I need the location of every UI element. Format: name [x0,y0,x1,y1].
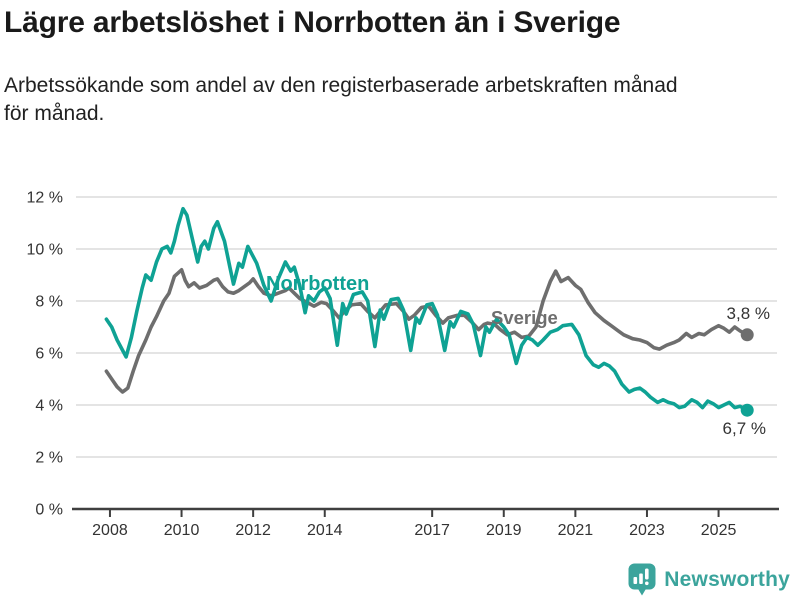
subtitle-line-2: för månad. [4,101,105,125]
page-subtitle: Arbetssökande som andel av den registerb… [4,72,794,128]
x-tick-label: 2021 [558,522,594,539]
page-title: Lägre arbetslöshet i Norrbotten än i Sve… [4,6,621,39]
x-tick-label: 2019 [486,522,522,539]
y-tick-label: 6 % [35,346,63,363]
x-tick-label: 2023 [629,522,665,539]
x-tick-label: 2014 [307,522,343,539]
x-tick-label: 2017 [414,522,450,539]
norrbotten-end-value-label: 3,8 % [727,304,770,323]
y-tick-label: 2 % [35,450,63,467]
x-tick-label: 2025 [701,522,737,539]
newsworthy-logo[interactable]: Newsworthy [628,563,790,596]
sverige-line [104,268,749,394]
sverige-end-value-label: 6,7 % [723,419,766,438]
newsworthy-logo-text: Newsworthy [664,567,790,591]
y-tick-label: 0 % [35,502,63,519]
y-tick-label: 12 % [27,190,63,207]
y-tick-label: 8 % [35,294,63,311]
bar-chart-speech-bubble-icon [628,563,656,596]
norrbotten-end-dot [740,403,754,417]
sverige-series-label: Sverige [491,307,558,328]
x-tick-label: 2010 [164,522,200,539]
x-tick-label: 2012 [235,522,271,539]
x-tick-label: 2008 [92,522,128,539]
y-tick-label: 4 % [35,398,63,415]
subtitle-line-1: Arbetssökande som andel av den registerb… [4,74,678,97]
y-tick-label: 10 % [27,242,63,259]
norrbotten-series-label: Norrbotten [266,273,369,295]
norrbotten-line [104,206,749,412]
sverige-end-dot [740,328,754,342]
